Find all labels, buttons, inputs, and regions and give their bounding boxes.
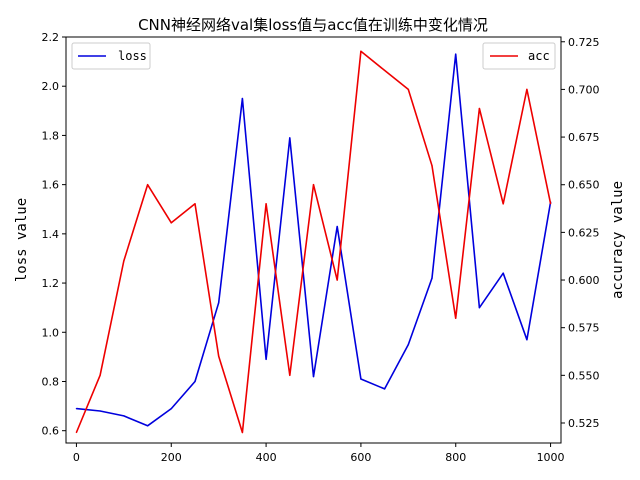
legend-acc-label: acc — [528, 49, 550, 63]
y2-tick-label-8: 0.725 — [568, 36, 600, 49]
point-acc-14 — [407, 88, 409, 90]
point-loss-11 — [336, 225, 338, 228]
point-acc-2 — [123, 260, 125, 262]
point-acc-9 — [289, 374, 291, 376]
y-tick-label-6: 1.8 — [42, 129, 60, 142]
y-axis-right-label: accuracy value — [610, 181, 626, 299]
y-axis-left-label: loss value — [14, 198, 30, 282]
point-loss-13 — [384, 388, 386, 390]
point-loss-9 — [289, 137, 291, 139]
point-acc-12 — [360, 50, 362, 52]
y-axis-right: 0.525 0.550 0.575 0.600 0.625 0.650 0.675 0.700… — [561, 36, 600, 430]
point-loss-6 — [218, 302, 220, 304]
point-acc-1 — [99, 374, 101, 376]
point-loss-18 — [502, 272, 504, 274]
x-tick-label-1: 200 — [161, 451, 182, 464]
point-loss-19 — [526, 339, 528, 341]
y2-tick-label-1: 0.550 — [568, 369, 600, 382]
point-acc-7 — [241, 431, 243, 434]
point-loss-5 — [194, 380, 196, 383]
point-loss-8 — [265, 358, 267, 360]
point-acc-4 — [170, 222, 172, 224]
point-loss-14 — [407, 344, 409, 346]
point-acc-13 — [384, 69, 386, 71]
legend-acc: acc — [482, 42, 556, 70]
point-acc-8 — [265, 203, 267, 205]
point-loss-2 — [123, 415, 125, 417]
x-tick-label-2: 400 — [256, 451, 277, 464]
y-tick-label-1: 0.8 — [42, 375, 60, 388]
x-tick-label-5: 1000 — [537, 451, 565, 464]
point-loss-3 — [147, 425, 149, 427]
point-acc-3 — [147, 184, 149, 186]
y-tick-label-3: 1.2 — [42, 277, 60, 290]
point-loss-0 — [75, 408, 77, 410]
y-tick-label-8: 2.2 — [42, 31, 60, 44]
point-acc-17 — [478, 107, 480, 110]
point-acc-10 — [312, 184, 315, 186]
point-acc-6 — [218, 355, 220, 357]
point-acc-19 — [526, 88, 528, 90]
legend-loss: loss — [71, 42, 151, 70]
y2-tick-label-2: 0.575 — [568, 322, 600, 335]
point-acc-0 — [75, 431, 77, 434]
point-acc-11 — [336, 279, 338, 281]
point-loss-12 — [360, 378, 362, 380]
series-layer — [75, 50, 552, 434]
x-tick-label-3: 600 — [350, 451, 371, 464]
y2-tick-label-4: 0.625 — [568, 226, 600, 239]
point-loss-16 — [455, 53, 457, 55]
point-acc-15 — [431, 165, 433, 167]
point-acc-20 — [550, 203, 552, 205]
x-tick-label-0: 0 — [73, 451, 80, 464]
point-loss-4 — [170, 408, 172, 410]
y-tick-label-5: 1.6 — [42, 179, 60, 192]
point-loss-17 — [478, 307, 480, 309]
y-tick-label-2: 1.0 — [42, 326, 60, 339]
legend-loss-label: loss — [118, 49, 147, 63]
y-tick-label-4: 1.4 — [42, 228, 60, 241]
point-loss-7 — [241, 97, 243, 100]
point-acc-16 — [455, 317, 457, 319]
plot-area — [65, 36, 562, 444]
y2-tick-label-6: 0.675 — [568, 131, 600, 144]
point-loss-10 — [312, 376, 315, 378]
x-axis: 0 200 400 600 800 1000 — [73, 443, 565, 464]
legend-loss-box — [71, 42, 151, 70]
y2-tick-label-0: 0.525 — [568, 417, 600, 430]
y-tick-label-0: 0.6 — [42, 425, 60, 438]
y2-tick-label-5: 0.650 — [568, 179, 600, 192]
y2-tick-label-3: 0.600 — [568, 274, 600, 287]
chart-title: CNN神经网络val集loss值与acc值在训练中变化情况 — [138, 16, 488, 34]
x-tick-label-4: 800 — [445, 451, 466, 464]
y-axis-left: 0.6 0.8 1.0 1.2 1.4 1.6 1.8 2.0 2.2 — [42, 31, 66, 438]
point-acc-5 — [194, 203, 196, 205]
y-tick-label-7: 2.0 — [42, 80, 60, 93]
legend-acc-box — [482, 42, 556, 70]
point-acc-18 — [502, 203, 504, 205]
y2-tick-label-7: 0.700 — [568, 83, 600, 96]
point-loss-1 — [99, 410, 101, 412]
point-loss-15 — [431, 277, 433, 279]
